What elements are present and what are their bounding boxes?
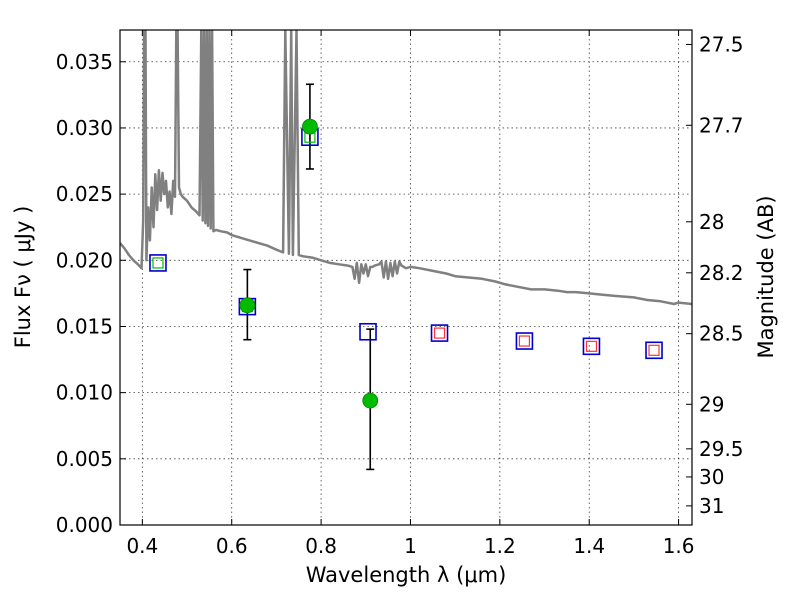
- model-photometry-box: [359, 322, 377, 341]
- x-axis-label: Wavelength λ (μm): [306, 563, 507, 587]
- x-tick-label: 1: [404, 534, 417, 558]
- y-tick-label: 0.005: [56, 447, 113, 471]
- x-tick-label: 1.4: [573, 534, 605, 558]
- model-photometry-inner: [433, 327, 446, 339]
- right-tick-label: 28.5: [699, 322, 744, 346]
- y-tick-label: 0.020: [56, 248, 113, 272]
- model-photometry-box: [149, 254, 167, 272]
- model-photometry-box: [645, 341, 663, 360]
- y-tick-label: 0.010: [56, 381, 113, 405]
- observed-point: [239, 297, 256, 314]
- right-tick-label: 30: [699, 465, 724, 489]
- model-photometry-box: [582, 337, 601, 356]
- model-photometry-box: [515, 332, 534, 350]
- x-tick-label: 0.4: [126, 534, 158, 558]
- x-tick-label: 1.6: [663, 534, 695, 558]
- x-tick-label: 0.8: [305, 534, 337, 558]
- right-tick-label: 27.7: [699, 113, 744, 137]
- x-tick-label: 0.6: [216, 534, 248, 558]
- right-tick-label: 31: [699, 494, 724, 518]
- right-tick-label: 28.2: [699, 261, 744, 285]
- observed-point: [302, 118, 318, 135]
- right-tick-label: 29: [699, 392, 724, 416]
- right-axis-label: Magnitude (AB): [754, 195, 778, 358]
- model-photometry-inner: [585, 340, 598, 352]
- axis-ticks: 0.4 0.6 0.8 1 1.2 1.4 1.6 0.000 0.005 0.010 0.015 0…: [56, 30, 744, 558]
- right-tick-label: 28: [699, 210, 724, 234]
- grid: [120, 30, 692, 526]
- observed-point: [362, 392, 379, 409]
- y-tick-label: 0.025: [56, 182, 113, 206]
- y-tick-label: 0.035: [56, 50, 113, 74]
- right-tick-label: 27.5: [699, 32, 744, 56]
- y-tick-label: 0.000: [56, 513, 113, 537]
- y-tick-label: 0.030: [56, 116, 113, 140]
- model-photometry-inner: [648, 344, 660, 356]
- plot-data: [120, 30, 692, 471]
- x-tick-label: 1.2: [484, 534, 516, 558]
- y-axis-label: Flux Fν ( μJy ): [11, 206, 35, 349]
- right-tick-label: 29.5: [699, 437, 744, 461]
- model-photometry-inner: [152, 257, 164, 269]
- plot-frame: [119, 29, 693, 526]
- y-tick-label: 0.015: [56, 314, 113, 338]
- model-photometry-inner: [518, 335, 531, 347]
- model-spectrum-line: [120, 30, 692, 306]
- model-photometry-box: [430, 324, 449, 342]
